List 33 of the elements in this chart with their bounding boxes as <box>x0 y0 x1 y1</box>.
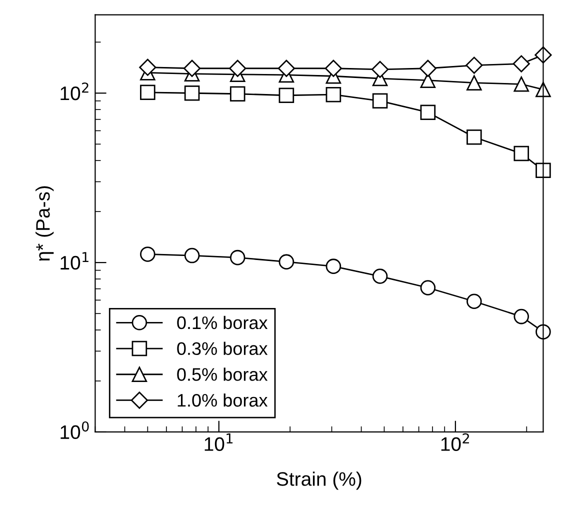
point <box>278 60 295 77</box>
y-axis-title: η* (Pa-s) <box>36 186 54 261</box>
point <box>466 129 482 145</box>
point <box>371 60 389 78</box>
y-tick-label: 10$^{1}$ <box>60 252 88 270</box>
point <box>278 88 294 104</box>
point <box>466 56 483 74</box>
point <box>184 248 200 264</box>
point <box>420 280 436 296</box>
point <box>372 268 388 284</box>
x-axis-title: Strain (%) <box>276 472 362 490</box>
legend-label: 0.5% borax <box>177 368 268 381</box>
legend-label: 0.1% borax <box>177 316 268 330</box>
y-tick-label: 10$^{2}$ <box>60 82 88 100</box>
y-tick-label: 10$^{0}$ <box>60 421 89 440</box>
legend-label: 0.3% borax <box>177 342 268 356</box>
point <box>514 308 530 324</box>
point <box>278 254 294 270</box>
point <box>514 76 530 92</box>
point <box>184 85 200 101</box>
point <box>183 60 201 77</box>
point <box>324 60 342 77</box>
point <box>419 60 436 77</box>
point <box>466 294 482 310</box>
point <box>326 86 342 102</box>
point <box>514 146 530 162</box>
legend-label: 1.0% borax <box>178 393 268 407</box>
point <box>229 60 246 77</box>
point <box>512 55 530 72</box>
point <box>326 258 342 274</box>
point <box>372 93 388 109</box>
point <box>420 104 436 120</box>
point <box>466 75 482 90</box>
